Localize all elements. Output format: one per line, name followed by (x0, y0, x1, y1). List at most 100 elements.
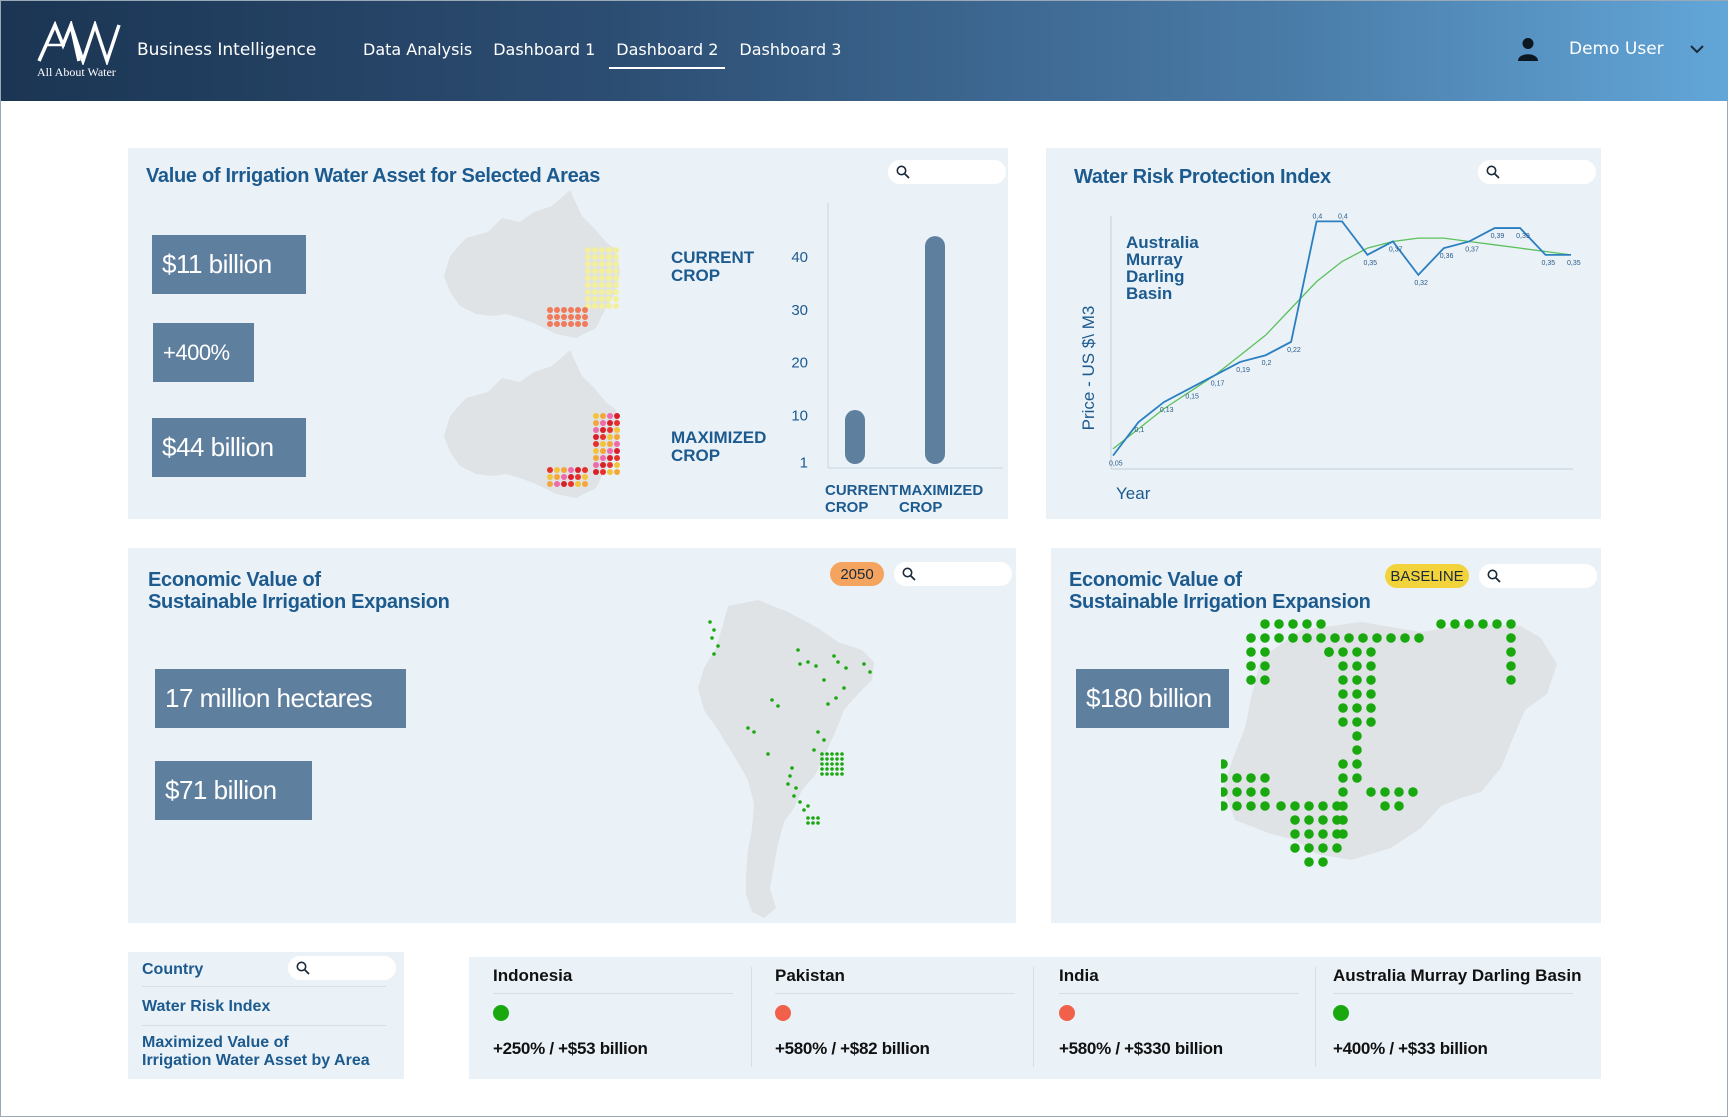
map-dot (582, 314, 588, 320)
map-dot (575, 307, 581, 313)
map-dot (836, 660, 840, 664)
maximized-value-filter[interactable]: Maximized Value of Irrigation Water Asse… (142, 1034, 370, 1070)
map-dot (806, 804, 810, 808)
map-dot (592, 254, 598, 260)
search-input[interactable] (1478, 160, 1596, 184)
data-label: 0,05 (1109, 461, 1123, 468)
map-dot (592, 261, 598, 267)
map-dot (826, 702, 830, 706)
map-dot (835, 762, 839, 766)
map-dot (606, 247, 612, 253)
map-dot (607, 434, 613, 440)
x-tick-label: MAXIMIZED CROP (899, 482, 983, 516)
water-risk-index-filter[interactable]: Water Risk Index (142, 998, 271, 1015)
map-dot (1366, 689, 1376, 699)
search-icon (1487, 569, 1501, 583)
map-dot (1394, 801, 1404, 811)
nav-dashboard-3[interactable]: Dashboard 3 (739, 40, 842, 59)
map-dot (1260, 787, 1270, 797)
map-dot (600, 441, 606, 447)
map-dot (840, 772, 844, 776)
country-search-input[interactable] (288, 956, 396, 980)
map-dot (607, 455, 613, 461)
country-card-indonesia[interactable]: Indonesia +250% / +$53 billion (469, 957, 751, 1079)
status-dot (775, 1005, 791, 1021)
map-dot (1492, 619, 1502, 629)
app-title: Business Intelligence (137, 40, 317, 60)
search-input[interactable] (888, 160, 1006, 184)
panel-title-line: Sustainable Irrigation Expansion (148, 591, 450, 613)
map-dot (822, 738, 826, 742)
map-dot (1304, 829, 1314, 839)
map-dot (554, 481, 560, 487)
company-logo[interactable]: All About Water (37, 19, 121, 81)
data-label: 0,32 (1414, 280, 1428, 287)
nav-dashboard-1[interactable]: Dashboard 1 (493, 40, 596, 59)
country-card-india[interactable]: India +580% / +$330 billion (1035, 957, 1317, 1079)
map-dot (568, 321, 574, 327)
map-dot (1338, 661, 1348, 671)
map-dot (1260, 801, 1270, 811)
country-name: Australia Murray Darling Basin (1333, 966, 1582, 985)
map-dot (822, 678, 826, 682)
map-dot (614, 462, 620, 468)
map-dot (825, 757, 829, 761)
map-dot (710, 636, 714, 640)
search-input[interactable] (894, 562, 1012, 586)
map-dot (1276, 801, 1286, 811)
chevron-down-icon[interactable] (1689, 41, 1705, 57)
user-name[interactable]: Demo User (1569, 39, 1664, 59)
map-dot (1274, 619, 1284, 629)
map-dot (1380, 787, 1390, 797)
map-dot (792, 794, 796, 798)
map-dot (1380, 801, 1390, 811)
map-dot (1352, 759, 1362, 769)
map-dot (1338, 675, 1348, 685)
map-dot (585, 289, 591, 295)
map-dot (607, 420, 613, 426)
map-dot (599, 247, 605, 253)
map-dot (1506, 675, 1516, 685)
map-dot (1221, 759, 1228, 769)
map-dot (1260, 633, 1270, 643)
map-dot (593, 420, 599, 426)
map-dot (561, 481, 567, 487)
map-dot (862, 662, 866, 666)
user-icon[interactable] (1517, 37, 1539, 61)
map-dot (1260, 675, 1270, 685)
map-dot (825, 767, 829, 771)
metric-maximized-value: $44 billion (152, 418, 306, 477)
map-dot (607, 427, 613, 433)
country-filter[interactable]: Country (142, 961, 204, 978)
map-dot (614, 427, 620, 433)
nav-data-analysis[interactable]: Data Analysis (363, 40, 473, 59)
map-dot (752, 730, 756, 734)
map-dot (1302, 633, 1312, 643)
map-dot (1316, 619, 1326, 629)
year-badge[interactable]: 2050 (830, 562, 884, 586)
data-label: 0,35 (1363, 260, 1377, 267)
baseline-badge[interactable]: BASELINE (1385, 564, 1469, 588)
map-dot (1352, 745, 1362, 755)
map-dot (606, 261, 612, 267)
map-dot (1232, 787, 1242, 797)
map-dot (1400, 633, 1410, 643)
map-dot (840, 752, 844, 756)
country-name: Pakistan (775, 966, 845, 985)
map-dot (592, 247, 598, 253)
country-card-murray-darling[interactable]: Australia Murray Darling Basin +400% / +… (1315, 957, 1601, 1079)
map-dot (554, 314, 560, 320)
map-dot (547, 307, 553, 313)
country-card-pakistan[interactable]: Pakistan +580% / +$82 billion (751, 957, 1033, 1079)
map-dot (1246, 675, 1256, 685)
search-input[interactable] (1479, 564, 1597, 588)
map-dot (832, 654, 836, 658)
map-dot (806, 816, 810, 820)
map-dot (582, 467, 588, 473)
water-risk-panel: Water Risk Protection Index Price - US $… (1046, 148, 1601, 519)
nav-dashboard-2[interactable]: Dashboard 2 (609, 40, 726, 69)
map-dot (1332, 829, 1342, 839)
map-dot (561, 467, 567, 473)
water-risk-line-chart: Price - US $\ M3 Year Australia Murray Darli… (1079, 213, 1581, 503)
map-dot (600, 420, 606, 426)
